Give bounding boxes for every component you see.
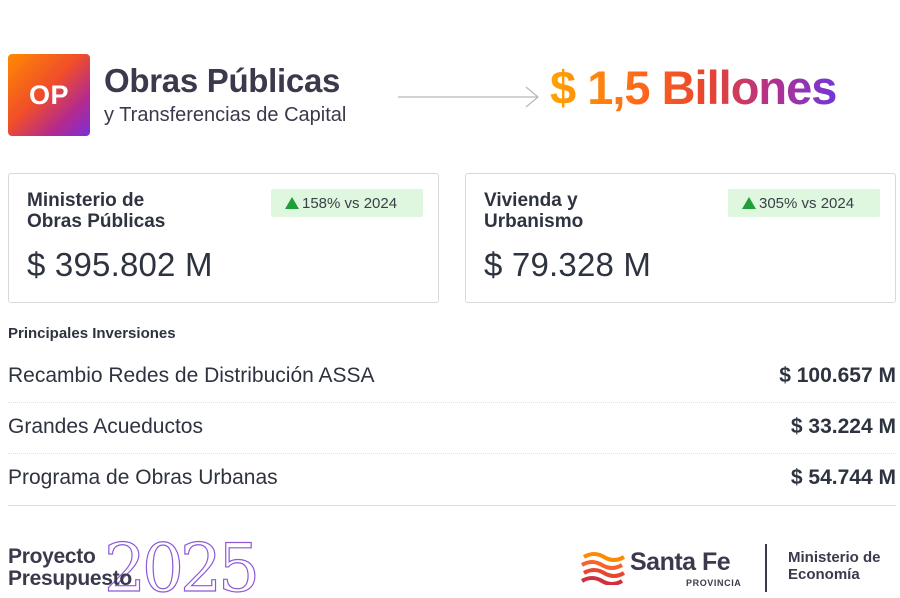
- card-vivienda-urbanismo: Vivienda y Urbanismo 305% vs 2024 $ 79.3…: [465, 173, 896, 303]
- op-logo-text: OP: [28, 79, 69, 110]
- op-logo-badge: OP: [8, 54, 90, 136]
- proyecto-line: Proyecto: [8, 545, 96, 568]
- ministry-line: Economía: [788, 566, 860, 583]
- card-title-line: Obras Públicas: [27, 211, 166, 232]
- investment-row: Recambio Redes de Distribución ASSA $ 10…: [8, 351, 896, 401]
- investment-value: $ 33.224 M: [790, 415, 896, 438]
- page-subtitle: y Transferencias de Capital: [104, 104, 347, 126]
- investment-value: $ 100.657 M: [779, 364, 896, 387]
- card-title: Vivienda y Urbanismo: [484, 190, 684, 232]
- change-text: 305% vs 2024: [759, 194, 855, 212]
- investment-value: $ 54.744 M: [790, 466, 896, 489]
- investment-name: Programa de Obras Urbanas: [8, 466, 278, 489]
- investment-row: Programa de Obras Urbanas $ 54.744 M: [8, 453, 896, 503]
- total-amount: $ 1,5 Billones: [550, 61, 837, 114]
- arrow-right-icon: [398, 86, 539, 108]
- ministry-name: Ministerio de Economía: [788, 549, 881, 583]
- card-title-line: Urbanismo: [484, 211, 584, 232]
- card-value: $ 79.328 M: [484, 246, 652, 283]
- investment-row: Grandes Acueductos $ 33.224 M: [8, 402, 896, 452]
- section-title: Principales Inversiones: [8, 325, 176, 342]
- ministry-line: Ministerio de: [788, 549, 881, 566]
- change-text: 158% vs 2024: [302, 194, 398, 212]
- card-ministerio-obras-publicas: Ministerio de Obras Públicas 158% vs 202…: [8, 173, 439, 303]
- card-title: Ministerio de Obras Públicas: [27, 190, 227, 232]
- section-divider: [8, 505, 896, 506]
- page-title: Obras Públicas: [104, 62, 341, 99]
- year-decoration: 2025: [103, 530, 260, 598]
- brand-name: Santa Fe: [630, 548, 731, 576]
- santa-fe-logo-icon: [580, 552, 626, 585]
- row-divider: [8, 453, 896, 454]
- triangle-up-icon: [742, 197, 756, 209]
- change-badge: 305% vs 2024: [728, 189, 880, 217]
- brand-subtitle: PROVINCIA: [686, 578, 742, 588]
- footer-divider: [765, 544, 767, 592]
- card-value: $ 395.802 M: [27, 246, 213, 283]
- card-title-line: Vivienda y: [484, 190, 578, 211]
- investment-name: Recambio Redes de Distribución ASSA: [8, 364, 375, 387]
- row-divider: [8, 402, 896, 403]
- triangle-up-icon: [285, 197, 299, 209]
- card-title-line: Ministerio de: [27, 190, 145, 211]
- change-badge: 158% vs 2024: [271, 189, 423, 217]
- proyecto-line: Presupuesto: [8, 567, 132, 590]
- investment-name: Grandes Acueductos: [8, 415, 203, 438]
- proyecto-presupuesto: Proyecto Presupuesto: [8, 546, 132, 590]
